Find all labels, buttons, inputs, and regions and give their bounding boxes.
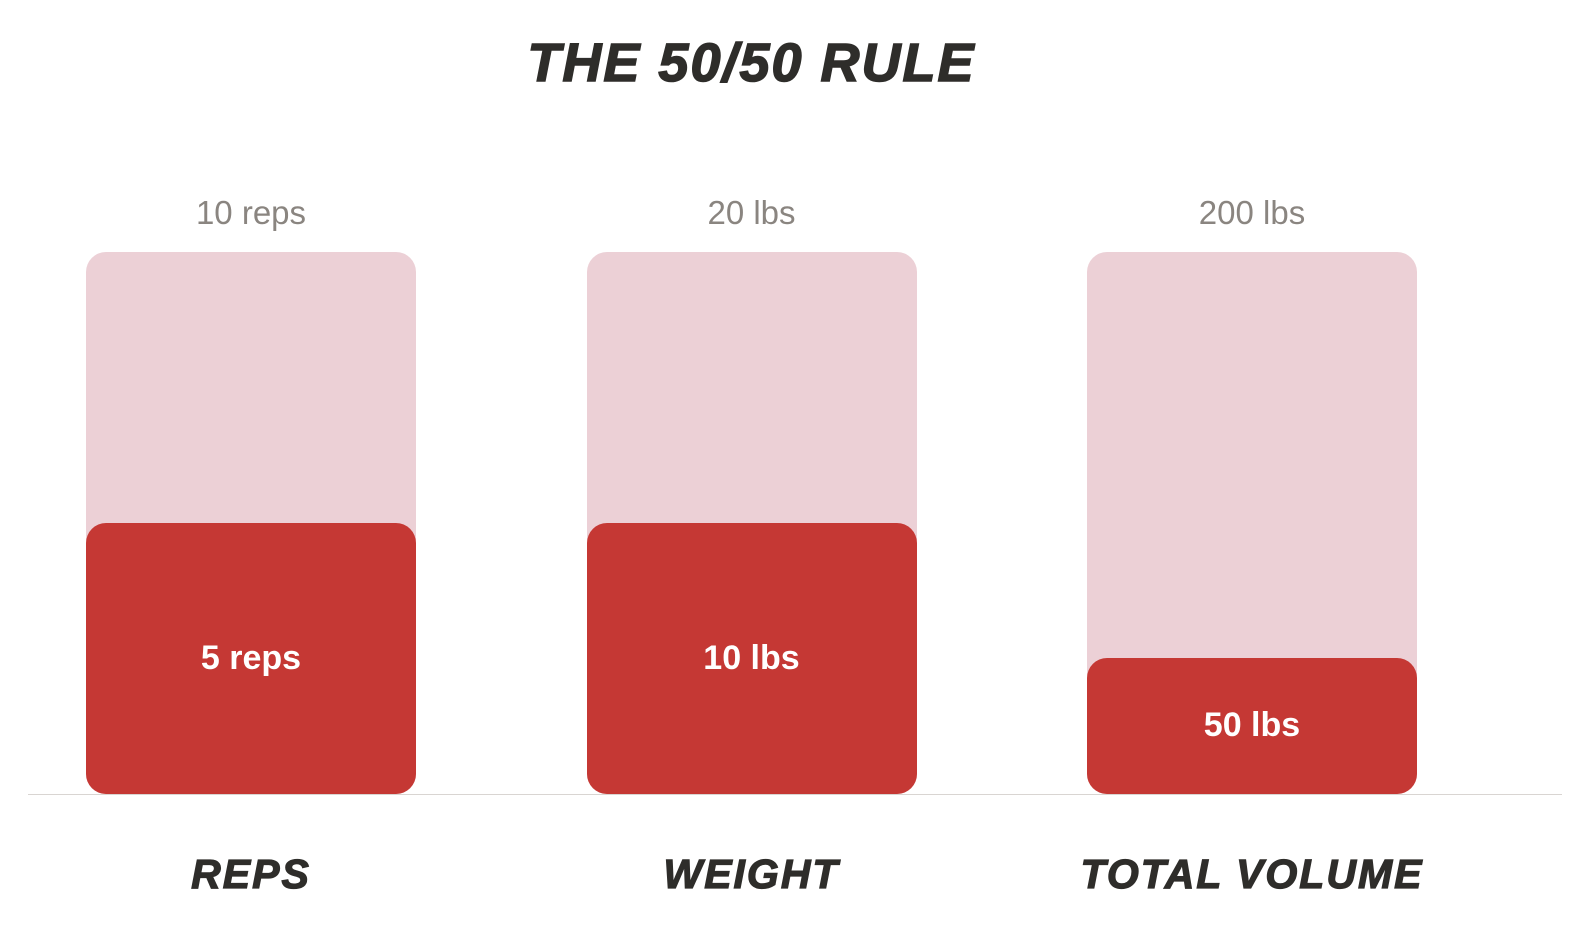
- x-axis-baseline: [28, 793, 1562, 795]
- bar-track-reps: 5 reps: [86, 251, 416, 794]
- bar-highlight-segment-weight: 10 lbs: [586, 522, 917, 794]
- plot-area: 10 reps 5 reps REPS 20 lbs 10 lbs WEIGHT…: [28, 193, 1562, 898]
- bar-track-total-volume: 50 lbs: [1087, 251, 1417, 794]
- bar-group-weight: 20 lbs 10 lbs WEIGHT: [586, 193, 917, 898]
- total-value-label-reps: 10 reps: [195, 193, 307, 231]
- total-value-label-total-volume: 200 lbs: [1198, 193, 1306, 231]
- category-label-reps: REPS: [191, 850, 311, 897]
- highlight-value-label-total-volume: 50 lbs: [1203, 706, 1301, 745]
- bar-track-weight: 10 lbs: [586, 251, 917, 794]
- chart-title: THE 50/50 RULE: [527, 32, 976, 93]
- bar-group-reps: 10 reps 5 reps REPS: [86, 193, 416, 898]
- category-label-total-volume: TOTAL VOLUME: [1080, 850, 1424, 897]
- bar-group-total-volume: 200 lbs 50 lbs TOTAL VOLUME: [1080, 193, 1422, 898]
- bar-chart: THE 50/50 RULE 10 reps 5 reps REPS 20 lb…: [28, 30, 1562, 949]
- highlight-value-label-reps: 5 reps: [200, 638, 302, 677]
- bar-highlight-segment-reps: 5 reps: [86, 522, 416, 794]
- bar-highlight-segment-total-volume: 50 lbs: [1087, 658, 1417, 794]
- category-label-weight: WEIGHT: [663, 850, 840, 897]
- highlight-value-label-weight: 10 lbs: [703, 638, 800, 677]
- total-value-label-weight: 20 lbs: [707, 193, 796, 231]
